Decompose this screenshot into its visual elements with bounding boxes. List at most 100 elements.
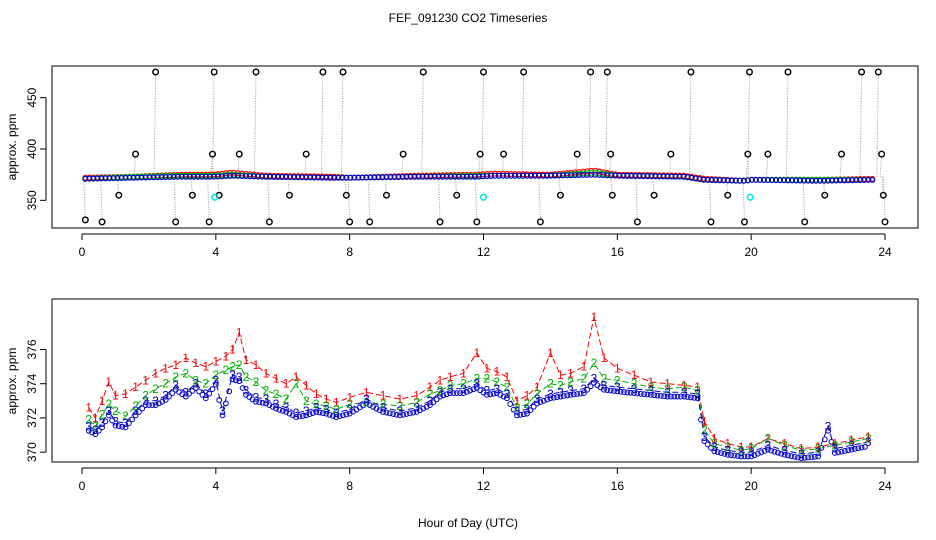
- baseline-point-blue: [540, 172, 547, 179]
- baseline-point-blue: [664, 173, 671, 180]
- spike-point: [252, 68, 260, 76]
- spike-point: [382, 191, 390, 199]
- series-3-marker: 3: [848, 438, 855, 452]
- baseline-point-blue: [672, 173, 679, 180]
- series-3-circle: [651, 392, 658, 399]
- baseline-point-blue: [259, 173, 266, 180]
- baseline-point-blue: [560, 172, 567, 179]
- cyan-point: [479, 193, 488, 201]
- spike-line: [538, 176, 541, 222]
- series-2-marker: 2: [223, 363, 230, 377]
- series-3-circle: [470, 386, 477, 393]
- series-1-marker: 1: [534, 380, 541, 394]
- spike-line: [481, 71, 484, 177]
- baseline-point-blue: [443, 173, 450, 180]
- spike-line: [83, 176, 86, 220]
- spike-point: [764, 150, 772, 158]
- spike-line: [153, 71, 157, 177]
- baseline-point-blue: [319, 174, 326, 181]
- series-3-marker: 3: [447, 382, 454, 396]
- series-1-marker: 1: [831, 437, 838, 451]
- baseline-point-blue: [118, 174, 125, 181]
- baseline-point-blue: [122, 174, 129, 181]
- baseline-point-blue: [857, 177, 864, 184]
- series-3-circle: [112, 422, 119, 429]
- series-3-circle: [182, 393, 189, 400]
- series-1-marker: 1: [112, 389, 119, 403]
- series-3-marker: 3: [437, 385, 444, 399]
- series-3-circle: [206, 390, 213, 397]
- series-3-circle: [199, 391, 206, 398]
- series-3-circle: [263, 400, 269, 407]
- series-3-marker: 3: [614, 380, 621, 394]
- series-3-circle: [808, 454, 815, 461]
- series-3-circle: [848, 446, 855, 453]
- spike-line: [635, 176, 638, 222]
- spike-line: [747, 71, 750, 177]
- baseline-point-blue: [692, 175, 699, 182]
- top-x-tick-label: 0: [79, 245, 86, 259]
- series-2-marker: 2: [122, 409, 129, 423]
- spike-point: [476, 150, 484, 158]
- series-2-marker: 2: [711, 437, 718, 451]
- bottom-y-axis: 370 372 374 376: [25, 339, 47, 462]
- spike-point: [878, 150, 886, 158]
- spike-point: [603, 68, 611, 76]
- baseline-point-blue: [869, 176, 876, 183]
- series-3-circle: [276, 406, 283, 413]
- series-1-marker: 1: [253, 358, 260, 372]
- baseline-point-blue: [684, 174, 691, 181]
- series-3-marker: 3: [92, 423, 99, 437]
- spike-point: [399, 150, 407, 158]
- series-3-circle: [825, 427, 832, 434]
- series-3-circle: [343, 411, 350, 418]
- baseline-point-blue: [652, 173, 659, 180]
- series-3-circle: [363, 400, 370, 407]
- baseline-point-blue: [275, 173, 282, 180]
- series-2-marker: 2: [591, 356, 598, 370]
- baseline-point-blue: [612, 172, 619, 179]
- series-3-circle: [761, 448, 768, 454]
- series-3-circle: [463, 388, 470, 395]
- series-3-marker: 3: [397, 404, 404, 418]
- series-3-circle: [818, 444, 825, 451]
- series-1-marker: 1: [152, 366, 159, 380]
- series-3-circle: [781, 451, 788, 458]
- series-1-marker: 1: [473, 346, 480, 360]
- series-3-circle: [236, 378, 243, 385]
- spike-line: [521, 71, 525, 177]
- series-3-circle: [681, 393, 688, 400]
- series-3-marker: 3: [681, 385, 688, 399]
- series-3-marker: 3: [380, 401, 387, 415]
- series-3-circle: [380, 409, 387, 415]
- series-3-circle: [547, 395, 554, 402]
- series-3-circle: [831, 450, 838, 456]
- baseline-point-blue: [102, 175, 109, 182]
- series-3-circle: [132, 412, 139, 419]
- series-2-marker: 2: [748, 442, 755, 456]
- series-3-circle: [714, 449, 721, 456]
- series-3-circle: [95, 427, 102, 434]
- series-3-circle: [259, 399, 266, 406]
- spike-point: [419, 68, 427, 76]
- spike-line: [347, 176, 351, 222]
- series-3-circle: [862, 443, 868, 450]
- series-3-circle: [306, 411, 313, 418]
- series-3-circle: [156, 400, 162, 407]
- series-3-marker: 3: [504, 387, 511, 401]
- series-1-marker: 1: [263, 366, 270, 380]
- series-3-circle: [828, 438, 835, 445]
- series-2-marker: 2: [557, 378, 564, 392]
- series-1-marker: 1: [494, 365, 501, 379]
- series-3-circle: [146, 402, 152, 409]
- baseline-point-blue: [849, 177, 856, 184]
- series-3-circle: [222, 400, 229, 407]
- series-3-circle: [427, 402, 433, 409]
- series-3-circle: [497, 391, 504, 398]
- series-2-marker: 2: [273, 387, 280, 401]
- series-3-marker: 3: [162, 389, 169, 403]
- series-3-circle: [851, 446, 858, 452]
- series-3-circle: [403, 411, 410, 417]
- baseline-point-blue: [178, 173, 185, 180]
